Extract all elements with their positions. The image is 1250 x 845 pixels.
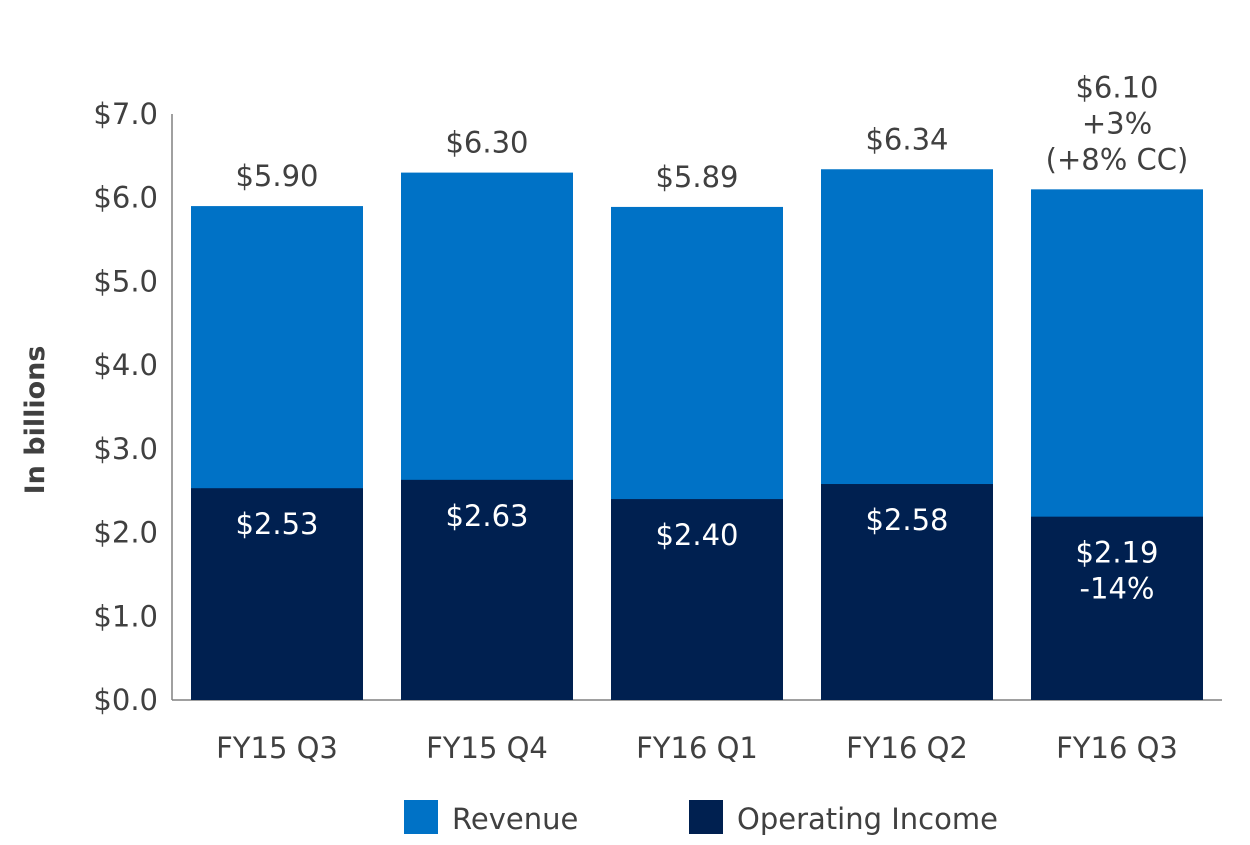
legend-swatch-operating-income — [689, 800, 723, 834]
y-tick-label: $5.0 — [93, 264, 158, 298]
y-axis-label: In billions — [20, 346, 51, 495]
labels: FY15 Q3 $5.90 $2.53 FY15 Q4 $6.30 $2.63 FY16 Q… — [216, 70, 1188, 765]
data-label-revenue: $6.34 — [865, 122, 948, 156]
y-tick-label: $3.0 — [93, 432, 158, 466]
data-label-operating-income: $2.53 — [235, 507, 318, 541]
data-label-operating-income: -14% — [1080, 572, 1155, 606]
data-label-operating-income: $2.19 — [1075, 536, 1158, 570]
y-tick-label: $1.0 — [93, 599, 158, 633]
bar-operating-income — [611, 499, 783, 700]
data-label-revenue: +3% — [1082, 106, 1152, 140]
legend-label-operating-income: Operating Income — [737, 802, 998, 836]
bar-operating-income — [191, 488, 363, 700]
bar-operating-income — [401, 479, 573, 700]
y-tick-label: $6.0 — [93, 181, 158, 215]
legend: Revenue Operating Income — [404, 800, 998, 836]
y-tick-label: $0.0 — [93, 683, 158, 717]
data-label-revenue: $6.10 — [1075, 70, 1158, 104]
y-tick-label: $2.0 — [93, 516, 158, 550]
x-tick-label: FY16 Q2 — [846, 731, 968, 765]
bar-operating-income — [1031, 516, 1203, 700]
y-tick-label: $7.0 — [93, 97, 158, 131]
legend-label-revenue: Revenue — [452, 802, 578, 836]
data-label-revenue: $5.90 — [235, 159, 318, 193]
legend-swatch-revenue — [404, 800, 438, 834]
x-tick-label: FY15 Q4 — [426, 731, 548, 765]
data-label-operating-income: $2.58 — [865, 503, 948, 537]
x-tick-label: FY15 Q3 — [216, 731, 338, 765]
data-label-operating-income: $2.40 — [655, 518, 738, 552]
data-label-revenue: (+8% CC) — [1046, 142, 1189, 176]
bar-operating-income — [821, 484, 993, 700]
x-tick-label: FY16 Q3 — [1056, 731, 1178, 765]
data-label-revenue: $6.30 — [445, 126, 528, 160]
data-label-revenue: $5.89 — [655, 160, 738, 194]
axes: $0.0 $1.0 $2.0 $3.0 $4.0 $5.0 $6.0 $7.0 — [93, 97, 1222, 717]
y-tick-label: $4.0 — [93, 348, 158, 382]
data-label-operating-income: $2.63 — [445, 499, 528, 533]
bars — [191, 169, 1203, 701]
x-tick-label: FY16 Q1 — [636, 731, 758, 765]
